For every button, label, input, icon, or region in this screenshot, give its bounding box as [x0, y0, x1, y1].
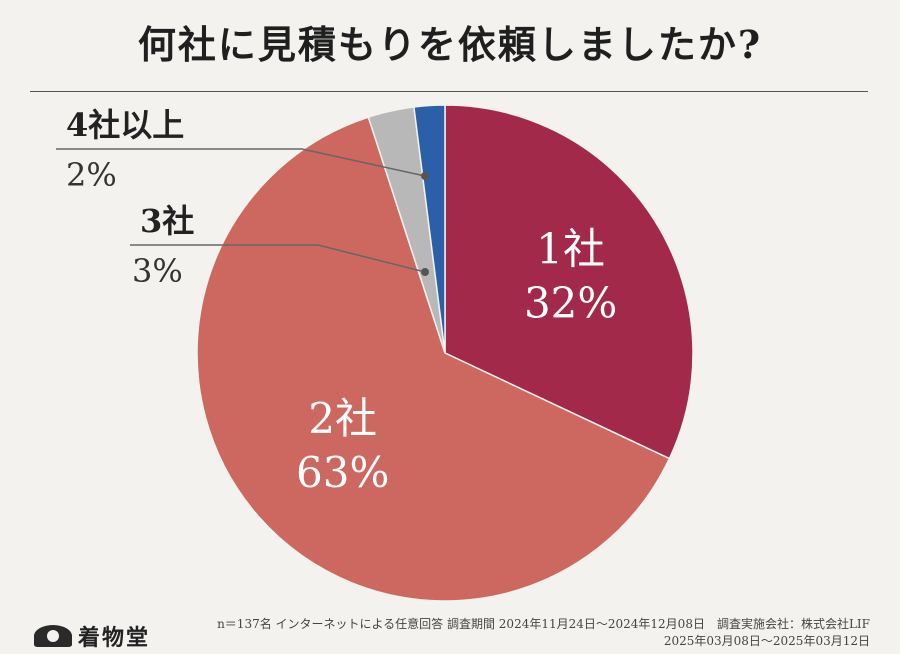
- slice-percent-label: 32%: [524, 278, 617, 327]
- brand-logo: 着物堂: [34, 620, 150, 652]
- slice-label: 1社: [536, 224, 605, 273]
- brand-mark-icon: [34, 625, 72, 647]
- chart-title: 何社に見積もりを依頼しましたか?: [137, 22, 763, 67]
- leader-line: [56, 148, 426, 177]
- slice-percent-label: 63%: [296, 448, 389, 497]
- survey-note-line2: 2025年03月08日～2025年03月12日: [663, 634, 870, 648]
- brand-name: 着物堂: [78, 625, 151, 651]
- slice-percent-label: 2%: [66, 156, 117, 194]
- leader-dot: [421, 268, 429, 276]
- pie-slice-4: [413, 104, 446, 354]
- survey-note: n＝137名 インターネットによる任意回答 調査期間 2024年11月24日～2…: [170, 616, 870, 650]
- slice-percent-label: 3%: [132, 252, 183, 290]
- title-divider: [30, 91, 868, 92]
- survey-note-line1: n＝137名 インターネットによる任意回答 調査期間 2024年11月24日～2…: [217, 617, 870, 631]
- slice-label: 4社以上: [66, 106, 184, 144]
- pie-slice-2: [196, 116, 671, 602]
- slice-label: 3社: [140, 202, 194, 240]
- slice-label: 2社: [308, 394, 377, 443]
- leader-line: [130, 244, 426, 273]
- leader-dot: [421, 172, 429, 180]
- pie-slice-1: [444, 104, 694, 460]
